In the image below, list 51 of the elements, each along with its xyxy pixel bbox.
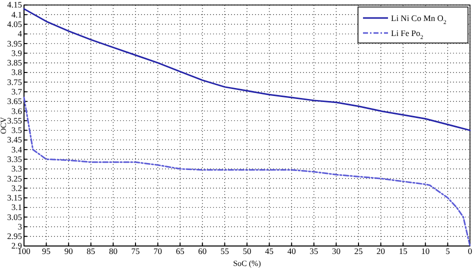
y-tick-label: 4.1 bbox=[11, 9, 22, 20]
y-tick-label: 3.25 bbox=[7, 173, 22, 184]
x-tick-label: 55 bbox=[220, 246, 229, 256]
y-tick-label: 2.95 bbox=[7, 231, 22, 242]
x-tick-label: 5 bbox=[446, 246, 450, 256]
x-tick-label: 35 bbox=[310, 246, 318, 256]
x-tick-label: 10 bbox=[421, 246, 430, 256]
x-axis-title: SoC (%) bbox=[233, 259, 262, 268]
y-tick-label: 3 bbox=[18, 221, 22, 232]
y-tick-label: 3.95 bbox=[7, 38, 22, 48]
y-tick-label: 4.05 bbox=[7, 19, 22, 29]
x-tick-label: 85 bbox=[86, 246, 96, 256]
y-tick-label: 3.7 bbox=[11, 86, 22, 96]
y-tick-label: 3.15 bbox=[7, 192, 22, 203]
x-tick-label: 30 bbox=[332, 246, 340, 256]
x-tick-label: 45 bbox=[265, 246, 274, 256]
x-tick-label: 75 bbox=[131, 246, 140, 256]
x-tick-label: 50 bbox=[242, 246, 252, 256]
y-tick-label: 3.05 bbox=[7, 212, 22, 222]
legend-label: Li Fe Po$_{2}$ bbox=[391, 28, 424, 41]
x-tick-label: 65 bbox=[176, 246, 184, 256]
x-tick-label: 95 bbox=[42, 246, 51, 256]
y-tick-label: 4.15 bbox=[7, 0, 22, 10]
y-tick-label: 3.4 bbox=[11, 144, 23, 154]
x-tick-label: 40 bbox=[287, 246, 296, 256]
y-tick-label: 3.55 bbox=[7, 115, 22, 126]
x-tick-label: 60 bbox=[198, 246, 207, 256]
y-axis-title: OCV bbox=[0, 116, 8, 134]
x-tick-label: 80 bbox=[108, 246, 118, 256]
y-tick-label: 3.2 bbox=[11, 182, 22, 193]
y-tick-label: 2.9 bbox=[11, 240, 22, 251]
y-tick-label: 3.75 bbox=[7, 76, 22, 87]
x-tick-label: 90 bbox=[64, 246, 73, 256]
y-tick-label: 3.3 bbox=[11, 164, 22, 174]
y-tick-label: 3.8 bbox=[11, 67, 22, 78]
x-tick-label: 20 bbox=[376, 246, 386, 256]
x-tick-label: 0 bbox=[468, 246, 472, 256]
y-tick-label: 3.1 bbox=[11, 202, 22, 212]
x-tick-label: 25 bbox=[354, 246, 363, 256]
y-tick-label: 3.5 bbox=[11, 125, 22, 136]
y-tick-label: 4 bbox=[18, 28, 23, 39]
x-tick-label: 15 bbox=[398, 246, 408, 256]
y-tick-label: 3.85 bbox=[7, 58, 22, 68]
y-tick-label: 3.6 bbox=[11, 106, 22, 116]
line-series bbox=[23, 8, 471, 132]
legend-label: Li Ni Co Mn O$_{2}$ bbox=[391, 13, 446, 26]
y-tick-label: 3.45 bbox=[7, 134, 22, 145]
y-tick-label: 3.65 bbox=[7, 96, 22, 106]
y-tick-label: 3.35 bbox=[7, 154, 22, 164]
x-tick-label: 70 bbox=[154, 246, 162, 256]
y-tick-label: 3.9 bbox=[11, 48, 22, 58]
